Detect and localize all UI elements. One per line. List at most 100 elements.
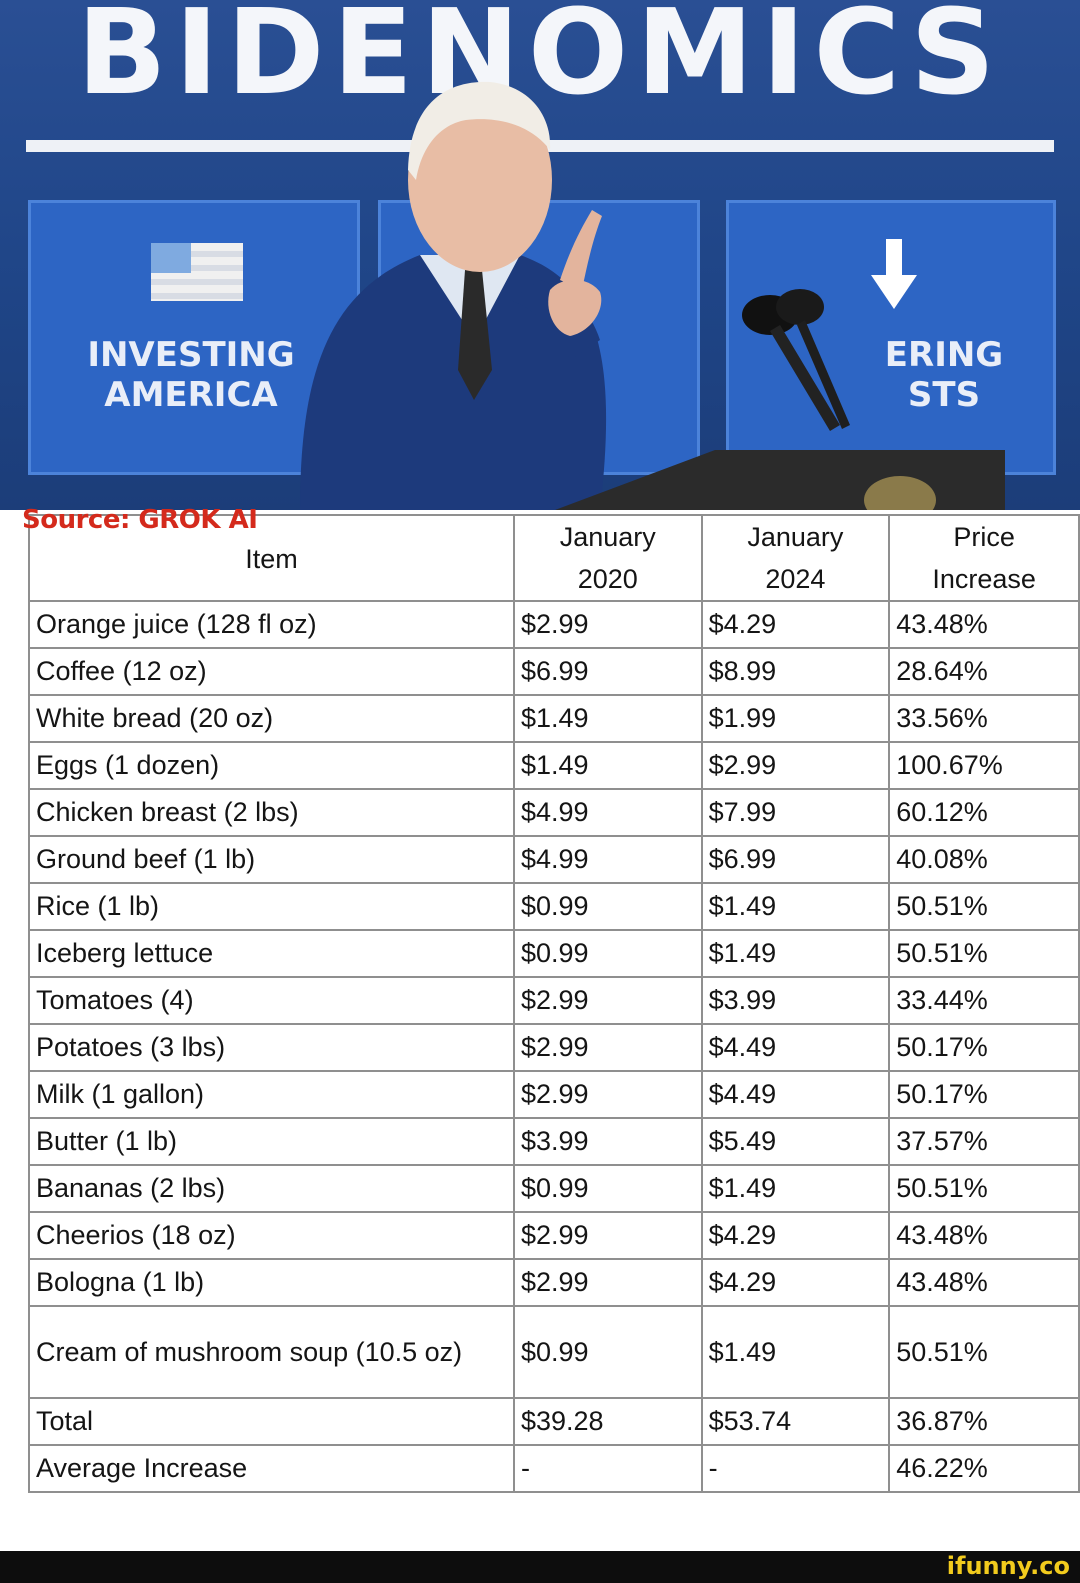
cell-price-2024: $1.49 [700,1164,891,1213]
cell-price-increase: 43.48% [888,1258,1080,1307]
cell-price-2020: $2.99 [512,1211,703,1260]
cell-price-2020: $2.99 [512,976,703,1025]
panel-text-lowering: ERING STS [884,335,1004,415]
table-row: White bread (20 oz) $1.49 $1.99 33.56% [28,694,1080,743]
podium [555,450,1005,510]
cell-price-2024: $6.99 [700,835,891,884]
cell-price-2020: $39.28 [512,1397,703,1446]
cell-item: Chicken breast (2 lbs) [28,788,515,837]
cell-price-2020: $0.99 [512,929,703,978]
cell-price-2024: $4.29 [700,1211,891,1260]
cell-item: Tomatoes (4) [28,976,515,1025]
cell-item: Ground beef (1 lb) [28,835,515,884]
price-table-area: Item January 2020 January 2024 Price Inc… [0,505,1080,1550]
cell-price-2020: $2.99 [512,1023,703,1072]
table-row: Chicken breast (2 lbs) $4.99 $7.99 60.12% [28,788,1080,837]
table-row: Milk (1 gallon) $2.99 $4.49 50.17% [28,1070,1080,1119]
table-row: Potatoes (3 lbs) $2.99 $4.49 50.17% [28,1023,1080,1072]
cell-price-2020: $2.99 [512,1070,703,1119]
table-row: Bananas (2 lbs) $0.99 $1.49 50.51% [28,1164,1080,1213]
header-january-2020: January 2020 [512,514,703,602]
cell-price-2024: $4.49 [700,1023,891,1072]
cell-item: Bananas (2 lbs) [28,1164,515,1213]
down-arrow-icon [871,239,917,309]
cell-price-2024: $1.99 [700,694,891,743]
cell-price-2020: $2.99 [512,600,703,649]
cell-price-2020: $2.99 [512,1258,703,1307]
header-item: Item [28,514,515,602]
ifunny-watermark: ifunny.co [946,1552,1070,1580]
cell-price-2020: $0.99 [512,882,703,931]
cell-price-2020: $1.49 [512,694,703,743]
cell-price-2024: $7.99 [700,788,891,837]
table-row: Eggs (1 dozen) $1.49 $2.99 100.67% [28,741,1080,790]
cell-price-2020: - [512,1444,703,1493]
cell-item: Total [28,1397,515,1446]
cell-price-increase: 50.17% [888,1023,1080,1072]
grocery-price-table: Item January 2020 January 2024 Price Inc… [28,514,1080,1493]
cell-price-2024: $5.49 [700,1117,891,1166]
cell-item: Average Increase [28,1444,515,1493]
cell-price-2024: $3.99 [700,976,891,1025]
table-row: Iceberg lettuce $0.99 $1.49 50.51% [28,929,1080,978]
cell-item: Cream of mushroom soup (10.5 oz) [28,1305,515,1399]
cell-price-increase: 100.67% [888,741,1080,790]
table-row: Bologna (1 lb) $2.99 $4.29 43.48% [28,1258,1080,1307]
source-label: Source: GROK AI [22,505,258,535]
table-header-row: Item January 2020 January 2024 Price Inc… [28,514,1080,602]
table-row: Butter (1 lb) $3.99 $5.49 37.57% [28,1117,1080,1166]
cell-price-2020: $3.99 [512,1117,703,1166]
cell-price-increase: 43.48% [888,600,1080,649]
table-row: Coffee (12 oz) $6.99 $8.99 28.64% [28,647,1080,696]
cell-price-2020: $0.99 [512,1164,703,1213]
table-row: Cheerios (18 oz) $2.99 $4.29 43.48% [28,1211,1080,1260]
cell-price-increase: 50.51% [888,1164,1080,1213]
table-row: Ground beef (1 lb) $4.99 $6.99 40.08% [28,835,1080,884]
panel-text-investing: INVESTING AMERICA [87,335,295,415]
backdrop-panel-lowering: ERING STS [726,200,1056,475]
cell-price-2024: $4.49 [700,1070,891,1119]
cell-item: Coffee (12 oz) [28,647,515,696]
cell-price-increase: 60.12% [888,788,1080,837]
cell-price-increase: 28.64% [888,647,1080,696]
cell-price-2024: $2.99 [700,741,891,790]
cell-item: Milk (1 gallon) [28,1070,515,1119]
cell-price-2024: $53.74 [700,1397,891,1446]
cell-item: Orange juice (128 fl oz) [28,600,515,649]
cell-price-increase: 50.17% [888,1070,1080,1119]
footer-bar: ifunny.co [0,1551,1080,1583]
cell-price-increase: 50.51% [888,882,1080,931]
backdrop-panel-investing: INVESTING AMERICA [28,200,360,475]
banner-title: BIDENOMICS [76,0,1004,121]
table-row: Cream of mushroom soup (10.5 oz) $0.99 $1.… [28,1305,1080,1399]
flag-icon [151,243,243,301]
cell-item: Rice (1 lb) [28,882,515,931]
cell-price-2020: $4.99 [512,788,703,837]
cell-price-increase: 40.08% [888,835,1080,884]
cell-price-increase: 33.44% [888,976,1080,1025]
speaker-figure [300,81,607,510]
table-row: Tomatoes (4) $2.99 $3.99 33.44% [28,976,1080,1025]
cell-price-2024: $1.49 [700,882,891,931]
cell-price-2024: $1.49 [700,1305,891,1399]
cell-price-increase: 43.48% [888,1211,1080,1260]
cell-price-increase: 33.56% [888,694,1080,743]
cell-price-increase: 36.87% [888,1397,1080,1446]
cell-price-2020: $1.49 [512,741,703,790]
cell-price-2020: $0.99 [512,1305,703,1399]
cell-price-2020: $6.99 [512,647,703,696]
cell-item: Bologna (1 lb) [28,1258,515,1307]
cell-price-2024: $1.49 [700,929,891,978]
table-row: Average Increase - -46.22% [28,1444,1080,1493]
cell-price-2024: $4.29 [700,600,891,649]
table-row: Orange juice (128 fl oz) $2.99 $4.29 43.48% [28,600,1080,649]
cell-price-2024: $8.99 [700,647,891,696]
cell-price-2024: - [700,1444,891,1493]
cell-price-2024: $4.29 [700,1258,891,1307]
cell-item: Cheerios (18 oz) [28,1211,515,1260]
table-row: Total $39.28 $53.74 36.87% [28,1397,1080,1446]
cell-price-increase: 37.57% [888,1117,1080,1166]
cell-price-increase: 50.51% [888,929,1080,978]
cell-price-2020: $4.99 [512,835,703,884]
cell-item: Potatoes (3 lbs) [28,1023,515,1072]
